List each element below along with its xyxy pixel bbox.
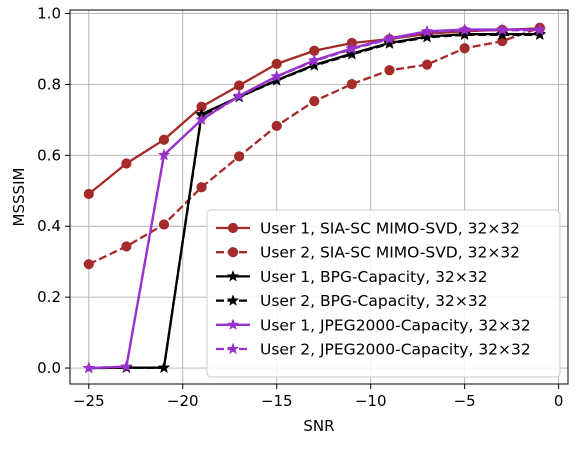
x-tick-label: 0 (554, 392, 564, 410)
data-point (83, 188, 94, 200)
x-tick-label: −20 (167, 392, 199, 410)
y-axis-title: MSSSIM (10, 168, 28, 227)
legend-item: User 2, JPEG2000-Capacity, 32×32 (216, 341, 531, 359)
data-point (458, 23, 471, 36)
data-point (496, 28, 509, 40)
x-axis-title: SNR (303, 417, 334, 435)
legend-label: User 2, SIA-SC MIMO-SVD, 32×32 (260, 244, 520, 262)
legend-item: User 2, BPG-Capacity, 32×32 (216, 292, 488, 310)
data-point (345, 47, 358, 60)
data-point (271, 120, 282, 132)
data-point (383, 32, 396, 45)
data-point (158, 134, 170, 145)
legend-marker (226, 342, 240, 355)
data-point (158, 219, 170, 230)
legend-label: User 1, BPG-Capacity, 32×32 (260, 268, 488, 286)
data-point (83, 259, 94, 270)
data-point (157, 148, 170, 161)
y-tick-label: 0.6 (37, 146, 61, 164)
legend-label: User 1, SIA-SC MIMO-SVD, 32×32 (260, 220, 520, 238)
data-point (421, 30, 434, 43)
y-tick-label: 0.8 (37, 75, 61, 93)
legend-box (206, 209, 561, 378)
data-point (345, 42, 358, 55)
series-lines (82, 22, 546, 374)
data-point (270, 70, 283, 82)
legend-marker (227, 247, 239, 258)
data-point (196, 182, 207, 193)
data-point (421, 25, 434, 38)
data-point (233, 89, 246, 102)
legend-label: User 1, JPEG2000-Capacity, 32×32 (260, 316, 531, 334)
data-point (533, 23, 546, 36)
legend-item: User 1, BPG-Capacity, 32×32 (216, 268, 488, 286)
data-point (308, 59, 321, 71)
legend-marker (226, 318, 240, 330)
legend-marker (227, 222, 239, 234)
legend-item: User 1, JPEG2000-Capacity, 32×32 (216, 316, 531, 334)
x-tick-label: −15 (261, 392, 293, 410)
axis-ticks: −25 −20 −15 −10 −5 0 0.0 0.2 0.4 0.6 0.8 1.0 (37, 5, 563, 410)
y-tick-label: 0.0 (37, 359, 61, 377)
data-point (82, 361, 95, 374)
x-tick-label: −5 (454, 392, 476, 410)
legend-item: User 1, SIA-SC MIMO-SVD, 32×32 (216, 220, 520, 238)
legend-label: User 2, BPG-Capacity, 32×32 (260, 292, 488, 310)
data-point (346, 78, 357, 90)
x-tick-label: −10 (355, 392, 387, 410)
legend: User 1, SIA-SC MIMO-SVD, 32×32 User 2, SI… (206, 209, 561, 378)
data-point (121, 241, 132, 252)
legend-label: User 2, JPEG2000-Capacity, 32×32 (260, 341, 531, 359)
data-point (120, 360, 133, 372)
data-point (157, 361, 170, 373)
data-point (271, 58, 282, 69)
data-point (121, 158, 132, 169)
data-point (421, 59, 433, 70)
legend-marker (226, 294, 240, 306)
y-tick-label: 0.2 (37, 288, 61, 306)
data-point (195, 113, 208, 126)
y-tick-label: 0.4 (37, 217, 61, 235)
series-6 (82, 23, 546, 374)
data-point (459, 43, 470, 54)
data-point (533, 28, 546, 40)
data-point (234, 80, 245, 91)
data-point (309, 45, 320, 56)
x-tick-label: −25 (73, 392, 105, 410)
data-point (384, 65, 395, 76)
data-point (234, 151, 245, 162)
plot-frame (69, 9, 569, 385)
data-point (309, 96, 320, 107)
data-point (496, 23, 509, 36)
legend-item: User 2, SIA-SC MIMO-SVD, 32×32 (216, 244, 520, 262)
data-point (383, 37, 396, 49)
y-tick-label: 1.0 (37, 5, 61, 23)
data-point (458, 28, 471, 40)
data-point (308, 54, 321, 67)
legend-marker (226, 270, 240, 282)
